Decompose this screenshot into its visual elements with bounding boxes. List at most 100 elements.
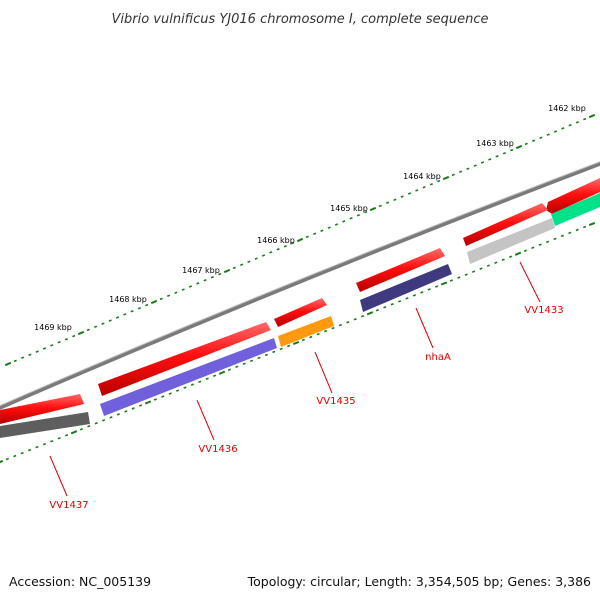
leader-line [196,399,215,441]
scale-tick [5,457,9,461]
scale-tick [442,175,450,181]
scale-tick [13,359,17,363]
cds-feature[interactable] [98,322,271,396]
scale-tick [242,362,246,366]
map-title: Vibrio vulnificus YJ016 chromosome I, co… [111,12,488,27]
scale-tick [235,365,239,369]
scale-tick [35,350,39,353]
gene-label[interactable]: nhaA [425,352,451,363]
cog-feature[interactable] [100,338,277,416]
scale-tick [249,359,254,363]
scale-tick [196,282,200,285]
gene-labels: VV1433 nhaA VV1435 VV1436 VV1437 [49,305,563,511]
gene-label[interactable]: VV1436 [198,444,237,455]
kbp-label: 1468 kbp [109,295,147,304]
scale-tick [131,407,135,410]
scale-tick [13,454,17,458]
scale-tick [405,297,409,300]
scale-tick [486,264,491,267]
scale-tick [560,234,564,238]
scale-tick [247,260,251,263]
cds-feature[interactable] [463,203,548,246]
scale-tick [575,120,579,124]
scale-tick [451,173,455,177]
scale-tick [276,248,280,251]
scale-tick [353,317,357,321]
cog-feature[interactable] [467,218,555,264]
gene-label[interactable]: VV1433 [524,305,563,316]
scale-tick [283,244,287,248]
scale-tick [254,257,258,260]
scale-tick [364,210,368,214]
leader-line [314,351,333,394]
scale-tick [532,139,536,143]
scale-tick [473,164,477,167]
gene-label-leaders [49,261,541,497]
scale-tick [272,350,276,354]
scale-tick [375,309,379,312]
scale-tick [108,319,112,322]
cog-feature[interactable] [551,193,600,226]
scale-tick [64,337,68,341]
scale-tick [539,136,543,139]
cds-feature[interactable] [356,248,445,292]
scale-tick [523,249,527,253]
cds-feature[interactable] [546,178,600,214]
scale-tick [568,231,572,235]
scale-tick [331,326,335,330]
scale-tick [167,294,171,298]
scale-tick [144,400,152,405]
scale-tick [279,347,283,351]
scale-tick [223,268,231,274]
scale-tick [338,323,343,327]
scale-tick [4,361,12,367]
scale-tick [305,235,309,239]
scale-tick [427,288,431,291]
scale-tick [412,294,416,297]
scale-tick [361,314,365,318]
scale-tick [437,179,441,183]
scale-tick [568,124,572,127]
cds-feature[interactable] [274,298,327,327]
scale-tick [420,291,424,294]
leader-line [519,261,541,303]
scale-tick [287,344,291,348]
scale-tick [349,217,353,220]
scale-tick [479,267,483,270]
scale-tick [0,459,4,464]
scale-tick [514,251,522,256]
scale-tick [20,451,24,455]
scale-tick [57,436,61,440]
scale-tick [87,425,91,428]
scale-tick [94,325,98,329]
scale-tick [116,413,120,416]
scale-tick [291,241,295,245]
scale-tick [261,254,266,257]
scale-tick [502,151,506,155]
scale-tick [366,311,374,316]
scale-tick [101,419,106,422]
scale-tick [327,226,331,229]
scale-tick [77,330,85,336]
scale-tick [435,285,439,288]
inner-scale-ticks [0,221,596,464]
scale-tick [35,445,39,449]
cog-feature[interactable] [278,316,334,347]
gene-label[interactable]: VV1437 [49,500,88,511]
scale-tick [70,430,78,435]
scale-tick [65,433,69,437]
scale-tick [124,410,128,413]
cds-feature[interactable] [0,394,84,424]
gene-label[interactable]: VV1435 [316,396,355,407]
scale-tick [137,306,141,310]
kbp-label: 1465 kbp [330,204,368,213]
scale-tick [588,113,596,119]
scale-tick [583,117,587,121]
scale-tick [130,310,134,313]
cog-feature[interactable] [0,412,90,438]
scale-tick [509,255,513,258]
scale-tick [561,127,565,130]
scale-tick [501,258,505,261]
cog-feature[interactable] [360,264,452,312]
scale-tick [440,281,448,286]
